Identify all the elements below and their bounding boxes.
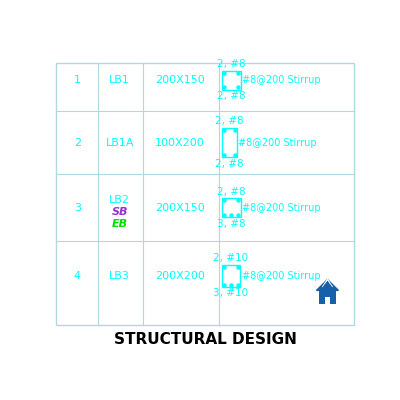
Text: #8@200 Stirrup: #8@200 Stirrup	[242, 271, 320, 281]
Text: #8@200 Stirrup: #8@200 Stirrup	[238, 138, 317, 148]
Bar	[319, 291, 336, 304]
Text: 2, #8: 2, #8	[217, 59, 246, 69]
Text: 2, #8: 2, #8	[215, 116, 244, 126]
Text: 200X150: 200X150	[155, 202, 205, 212]
Text: #8@200 Stirrup: #8@200 Stirrup	[242, 202, 321, 212]
Text: STRUCTURAL DESIGN: STRUCTURAL DESIGN	[114, 332, 296, 346]
Text: 200X200: 200X200	[155, 271, 205, 281]
Text: #8@200 Stirrup: #8@200 Stirrup	[242, 75, 321, 85]
Text: 3, #8: 3, #8	[217, 218, 246, 228]
Bar	[222, 128, 237, 158]
Text: 2, #8: 2, #8	[217, 186, 246, 196]
Bar	[222, 71, 241, 90]
Polygon shape	[316, 280, 338, 290]
Text: 3: 3	[74, 202, 81, 212]
Text: SB: SB	[112, 207, 128, 217]
Text: LB3: LB3	[109, 271, 130, 281]
Text: 2, #8: 2, #8	[217, 91, 246, 101]
Text: LB1A: LB1A	[106, 138, 134, 148]
Text: 100X200: 100X200	[155, 138, 205, 148]
Text: LB1: LB1	[109, 75, 130, 85]
Text: EB: EB	[112, 218, 128, 228]
Bar	[222, 198, 241, 217]
Text: 2, #10: 2, #10	[214, 253, 249, 263]
Bar	[222, 265, 240, 287]
Text: 2, #8: 2, #8	[215, 159, 244, 169]
Text: 2: 2	[74, 138, 81, 148]
Bar	[56, 63, 354, 325]
Text: 3, #10: 3, #10	[214, 288, 249, 298]
Text: 4: 4	[74, 271, 81, 281]
Text: 1: 1	[74, 75, 81, 85]
Text: LB2: LB2	[109, 195, 130, 205]
Text: 200X150: 200X150	[155, 75, 205, 85]
Text: BND: BND	[322, 305, 334, 310]
Bar	[325, 297, 330, 304]
